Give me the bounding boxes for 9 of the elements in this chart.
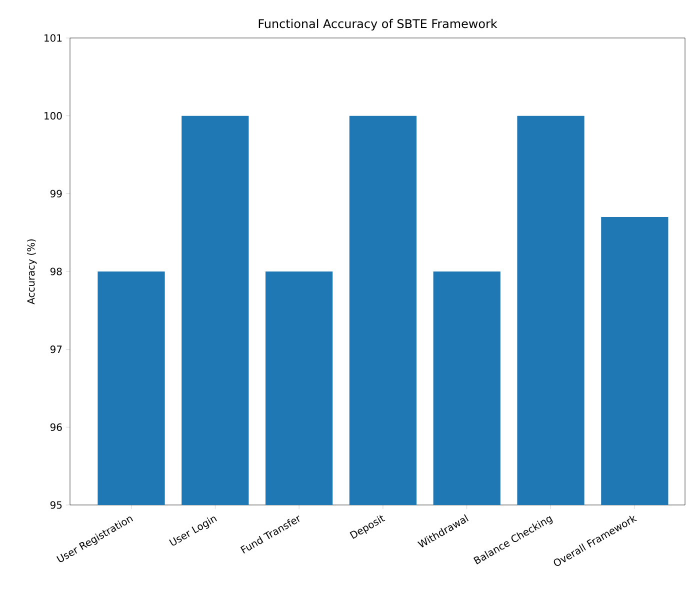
y-tick-label: 96 [50,423,62,431]
y-tick-label: 99 [50,190,62,198]
chart-title: Functional Accuracy of SBTE Framework [258,18,498,30]
y-tick-label: 101 [44,34,62,42]
y-tick-label: 95 [50,501,62,509]
y-tick-label: 98 [50,268,62,276]
y-axis-title: Accuracy (%) [27,239,37,304]
y-tick-label: 97 [50,346,62,354]
y-tick-label: 100 [44,112,62,120]
